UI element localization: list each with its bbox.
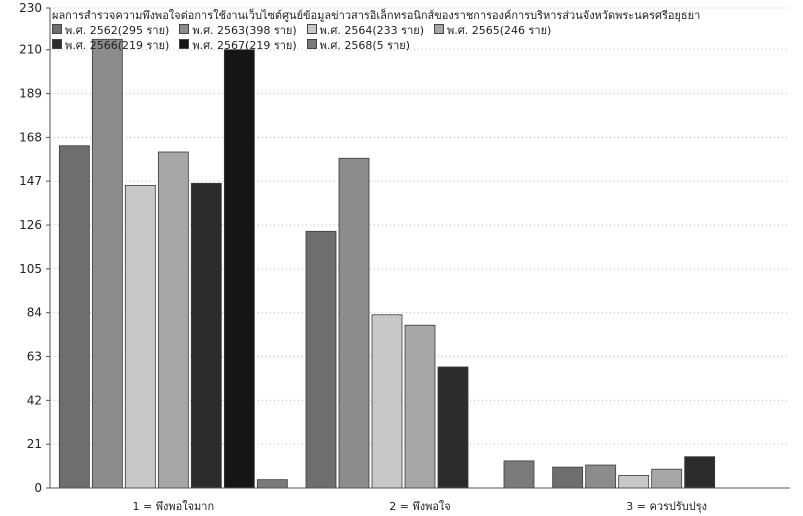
bar <box>651 468 683 489</box>
legend-item: พ.ศ. 2566(219 ราย) <box>52 38 169 53</box>
x-tick-label: 1 = พึงพอใจมาก <box>133 500 215 513</box>
y-tick-label: 189 <box>19 87 42 101</box>
y-tick-label: 147 <box>19 174 42 188</box>
legend-label: พ.ศ. 2566(219 ราย) <box>65 39 170 52</box>
y-tick-label: 126 <box>19 218 42 232</box>
bar <box>371 314 403 489</box>
legend-swatch <box>306 24 317 34</box>
legend-item: พ.ศ. 2568(5 ราย) <box>306 38 410 53</box>
bar <box>585 464 617 489</box>
bar <box>58 145 90 489</box>
legend-label: พ.ศ. 2562(295 ราย) <box>65 24 170 37</box>
y-tick-label: 105 <box>19 262 42 276</box>
gridlines <box>50 7 790 445</box>
y-tick-label: 230 <box>19 1 42 15</box>
bar <box>305 230 337 489</box>
legend-row: พ.ศ. 2562(295 ราย) พ.ศ. 2563(398 ราย) พ.ศ.… <box>52 23 782 38</box>
legend-row: พ.ศ. 2566(219 ราย) พ.ศ. 2567(219 ราย) พ.ศ.… <box>52 38 782 53</box>
legend-label: พ.ศ. 2563(398 ราย) <box>192 24 297 37</box>
legend-item: พ.ศ. 2563(398 ราย) <box>179 23 297 38</box>
bar <box>404 324 436 489</box>
y-tick-label: 84 <box>27 306 42 320</box>
chart-legend: ผลการสำรวจความพึงพอใจต่อการใช้งานเว็บไซต… <box>52 8 782 53</box>
bar <box>124 184 156 489</box>
bars <box>58 38 716 489</box>
bar <box>91 38 123 489</box>
legend-swatch <box>433 24 444 34</box>
legend-label: พ.ศ. 2568(5 ราย) <box>319 39 410 52</box>
legend-swatch <box>179 39 190 49</box>
y-axis: 0 21 42 63 84 105 126 147 168 189 210 230 <box>19 1 51 495</box>
legend-swatch <box>306 39 317 49</box>
bar <box>223 49 255 489</box>
bar <box>552 466 584 489</box>
bar <box>190 182 222 489</box>
legend-item: พ.ศ. 2565(246 ราย) <box>433 23 552 38</box>
legend-label: พ.ศ. 2565(246 ราย) <box>446 24 552 37</box>
y-tick-label: 42 <box>27 393 42 407</box>
x-axis: 1 = พึงพอใจมาก 2 = พึงพอใจ 3 = ควรปรับปรุง <box>50 487 790 513</box>
bar <box>618 475 650 489</box>
y-tick-label: 210 <box>19 43 42 57</box>
legend-item: พ.ศ. 2564(233 ราย) <box>306 23 424 38</box>
legend-swatch <box>179 24 190 34</box>
bar <box>338 157 370 489</box>
chart-title: ผลการสำรวจความพึงพอใจต่อการใช้งานเว็บไซต… <box>52 9 701 22</box>
legend-label: พ.ศ. 2564(233 ราย) <box>319 24 424 37</box>
legend-label: พ.ศ. 2567(219 ราย) <box>192 39 297 52</box>
legend-swatch <box>52 39 62 49</box>
bar <box>256 479 288 489</box>
legend-item: พ.ศ. 2567(219 ราย) <box>179 38 297 53</box>
y-tick-label: 168 <box>19 130 42 144</box>
bar <box>157 151 189 489</box>
bar <box>437 366 469 489</box>
y-tick-label: 0 <box>34 481 42 495</box>
x-tick-label: 2 = พึงพอใจ <box>389 500 451 513</box>
y-tick-label: 63 <box>27 350 42 364</box>
y-tick-label: 21 <box>27 437 42 451</box>
bar <box>684 456 716 489</box>
x-tick-label: 3 = ควรปรับปรุง <box>626 500 707 513</box>
bar <box>503 460 535 489</box>
legend-swatch <box>52 24 62 34</box>
legend-item: พ.ศ. 2562(295 ราย) <box>52 23 169 38</box>
